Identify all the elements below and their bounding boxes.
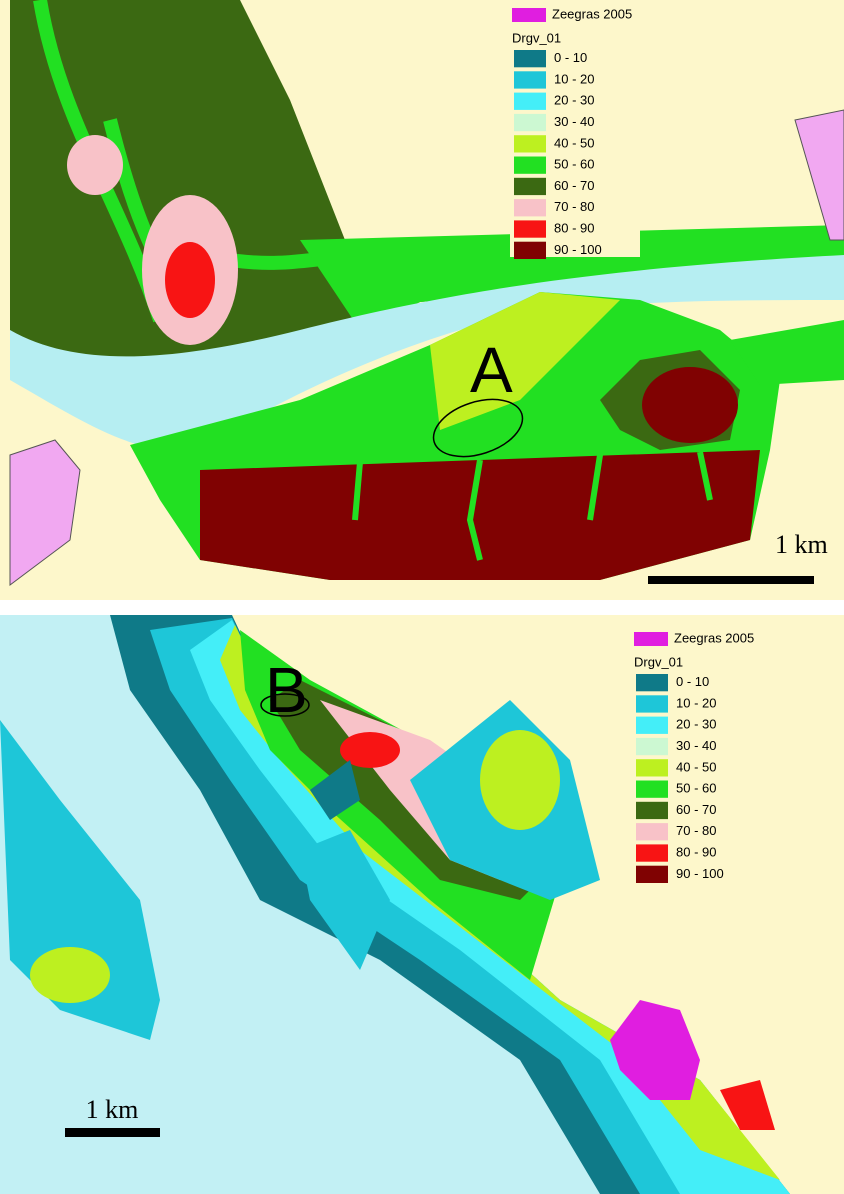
legend-label: 20 - 30	[676, 717, 716, 732]
legend-label: 50 - 60	[554, 157, 594, 172]
scale-bar	[65, 1128, 160, 1137]
legend-title: Drgv_01	[512, 30, 561, 45]
island-high	[480, 730, 560, 830]
legend-label: 30 - 40	[676, 738, 716, 753]
legend-label: 60 - 70	[676, 802, 716, 817]
legend-label: 10 - 20	[554, 71, 594, 86]
high-area	[67, 135, 123, 195]
legend-swatch	[514, 178, 546, 195]
legend-label: 10 - 20	[676, 695, 716, 710]
legend-label: 70 - 80	[554, 199, 594, 214]
legend-swatch	[514, 71, 546, 88]
legend-swatch	[514, 220, 546, 237]
legend-swatch	[514, 114, 546, 131]
legend-label: 50 - 60	[676, 781, 716, 796]
site-label: B	[265, 654, 308, 726]
legend-label: 70 - 80	[676, 823, 716, 838]
legend-label: 0 - 10	[676, 674, 709, 689]
legend-swatch	[514, 50, 546, 67]
legend-swatch	[514, 199, 546, 216]
map-figure: A B 1 km 1 km Zeegras 2005 Drgv_01 0 - 10 1…	[0, 0, 844, 1194]
page: A B 1 km 1 km Zeegras 2005 Drgv_01 0 - 10 1…	[0, 0, 844, 1194]
legend-label: 0 - 10	[554, 50, 587, 65]
legend-title: Drgv_01	[634, 654, 683, 669]
legend-label: 60 - 70	[554, 178, 594, 193]
legend-swatch	[514, 242, 546, 259]
scale-label: 1 km	[775, 530, 828, 559]
site-label: A	[470, 334, 513, 406]
legend-swatch	[634, 632, 668, 646]
high-area	[165, 242, 215, 318]
legend-label: Zeegras 2005	[552, 6, 632, 21]
legend-swatch	[512, 8, 546, 22]
legend-label: 80 - 90	[554, 220, 594, 235]
high-marsh	[642, 367, 738, 443]
legend-label: 20 - 30	[554, 93, 594, 108]
legend-label: 30 - 40	[554, 114, 594, 129]
legend-swatch	[636, 759, 668, 776]
legend-swatch	[514, 93, 546, 110]
legend-swatch	[636, 781, 668, 798]
spit-high	[30, 947, 110, 1003]
legend-label: 40 - 50	[554, 135, 594, 150]
legend-swatch	[636, 823, 668, 840]
legend-swatch	[514, 157, 546, 174]
legend-label: Zeegras 2005	[674, 630, 754, 645]
map-panel-a	[0, 0, 844, 600]
legend-swatch	[636, 802, 668, 819]
legend-label: 80 - 90	[676, 844, 716, 859]
legend-swatch	[636, 844, 668, 861]
legend-swatch	[636, 866, 668, 883]
legend-label: 40 - 50	[676, 759, 716, 774]
legend-swatch	[636, 695, 668, 712]
legend-swatch	[514, 135, 546, 152]
legend-swatch	[636, 674, 668, 691]
legend-swatch	[636, 717, 668, 734]
scale-bar	[648, 576, 814, 584]
legend-label: 90 - 100	[554, 242, 602, 257]
legend-label: 90 - 100	[676, 866, 724, 881]
legend-swatch	[636, 738, 668, 755]
scale-label: 1 km	[86, 1095, 139, 1124]
